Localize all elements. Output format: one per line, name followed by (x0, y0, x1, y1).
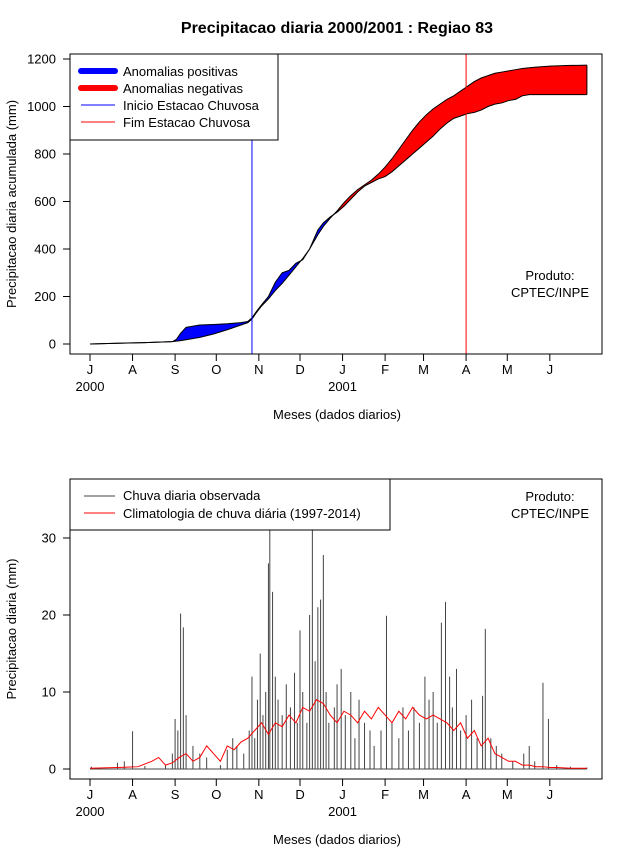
x-tick-label-6: J (339, 787, 346, 802)
bottom-x-axis-label: Meses (dados diarios) (273, 832, 401, 847)
bottom-observed-layer (90, 530, 588, 770)
x-tick-label-0: J (87, 362, 94, 377)
x-tick-label-0: J (87, 787, 94, 802)
y-tick-label-3: 30 (42, 531, 56, 546)
y-tick-label-4: 800 (34, 147, 56, 162)
x-year-label-0: 2000 (76, 379, 105, 394)
x-year-label-1: 2001 (328, 379, 357, 394)
x-tick-label-1: A (128, 362, 137, 377)
x-tick-label-3: O (211, 362, 221, 377)
y-tick-label-1: 10 (42, 685, 56, 700)
x-tick-label-8: M (418, 787, 429, 802)
x-tick-label-4: N (254, 362, 263, 377)
x-tick-label-9: A (462, 362, 471, 377)
legend-label-start: Inicio Estacao Chuvosa (123, 98, 260, 113)
y-tick-label-3: 600 (34, 194, 56, 209)
bottom-x-axis: J A S O N D J F M A M J 2000 2001 (76, 779, 554, 819)
bottom-y-axis-label: Precipitacao diaria (mm) (4, 559, 19, 700)
legend-label-end: Fim Estacao Chuvosa (123, 115, 251, 130)
y-tick-label-1: 200 (34, 289, 56, 304)
x-tick-label-6: J (339, 362, 346, 377)
climatology-cumulative-line (89, 64, 587, 345)
top-legend: Anomalias positivas Anomalias negativas … (69, 53, 279, 141)
y-tick-label-2: 400 (34, 242, 56, 257)
x-tick-label-11: J (547, 787, 554, 802)
top-annotation-line1: Produto: (525, 268, 574, 283)
x-tick-label-5: D (295, 362, 304, 377)
bottom-climatology-layer (89, 699, 587, 769)
y-tick-label-0: 0 (49, 337, 56, 352)
bottom-legend-box (69, 478, 391, 531)
top-observed-layer (89, 65, 588, 345)
legend-label-positive: Anomalias positivas (123, 64, 238, 79)
x-tick-label-7: F (381, 362, 389, 377)
x-tick-label-11: J (547, 362, 554, 377)
top-x-axis-label: Meses (dados diarios) (273, 407, 401, 422)
bottom-y-axis: 0 10 20 30 (42, 531, 70, 777)
y-tick-label-6: 1200 (27, 52, 56, 67)
legend-label-climatology: Climatologia de chuva diária (1997-2014) (123, 506, 361, 521)
x-tick-label-10: M (502, 787, 513, 802)
x-tick-label-10: M (502, 362, 513, 377)
x-tick-label-7: F (381, 787, 389, 802)
top-annotation-line2: CPTEC/INPE (511, 285, 589, 300)
x-tick-label-5: D (295, 787, 304, 802)
x-tick-label-2: S (171, 787, 180, 802)
y-tick-label-5: 1000 (27, 99, 56, 114)
x-tick-label-1: A (128, 787, 137, 802)
positive-anomaly-area-2 (309, 214, 334, 250)
top-climatology-layer (89, 64, 587, 345)
top-plot-frame (69, 53, 603, 355)
legend-label-observed: Chuva diaria observada (123, 488, 261, 503)
bottom-annotation-line1: Produto: (525, 489, 574, 504)
x-tick-label-8: M (418, 362, 429, 377)
x-tick-label-2: S (171, 362, 180, 377)
x-tick-label-3: O (211, 787, 221, 802)
climatology-daily-line (89, 699, 587, 769)
top-chart-title: Precipitacao diaria 2000/2001 : Regiao 8… (181, 20, 493, 37)
y-tick-label-2: 20 (42, 608, 56, 623)
x-year-label-1: 2001 (328, 804, 357, 819)
top-y-axis: 0 200 400 600 800 1000 1200 (27, 52, 70, 352)
x-tick-label-9: A (462, 787, 471, 802)
top-y-axis-label: Precipitacao diaria acumulada (mm) (4, 100, 19, 308)
negative-anomaly-area-3 (333, 64, 588, 215)
x-tick-label-4: N (254, 787, 263, 802)
legend-label-negative: Anomalias negativas (123, 81, 243, 96)
y-tick-label-0: 0 (49, 762, 56, 777)
bottom-legend: Chuva diaria observada Climatologia de c… (69, 478, 391, 531)
observed-cumulative-line (89, 94, 587, 345)
bottom-annotation-line2: CPTEC/INPE (511, 506, 589, 521)
top-x-axis: J A S O N D J F M A M J 2000 2001 (76, 354, 554, 394)
x-year-label-0: 2000 (76, 804, 105, 819)
